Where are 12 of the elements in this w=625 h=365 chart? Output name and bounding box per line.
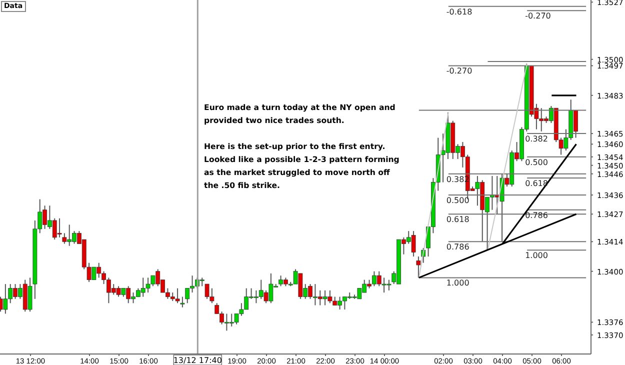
annotation: -0.618	[446, 7, 472, 16]
annotation: 0.618	[446, 215, 470, 224]
annotation: 0.382	[525, 134, 548, 144]
ref-line-label: 13/12 17:40	[173, 356, 222, 365]
annotation: 0.500	[446, 196, 470, 206]
annotation: -0.270	[446, 66, 472, 76]
annotation: 0.786	[446, 242, 470, 252]
annotation: 0.500	[525, 158, 548, 167]
annotation: 0.618	[525, 179, 548, 188]
annotation: -0.270	[525, 12, 551, 21]
annotation: 1.000	[446, 278, 470, 288]
annotation: 1.000	[525, 251, 548, 260]
